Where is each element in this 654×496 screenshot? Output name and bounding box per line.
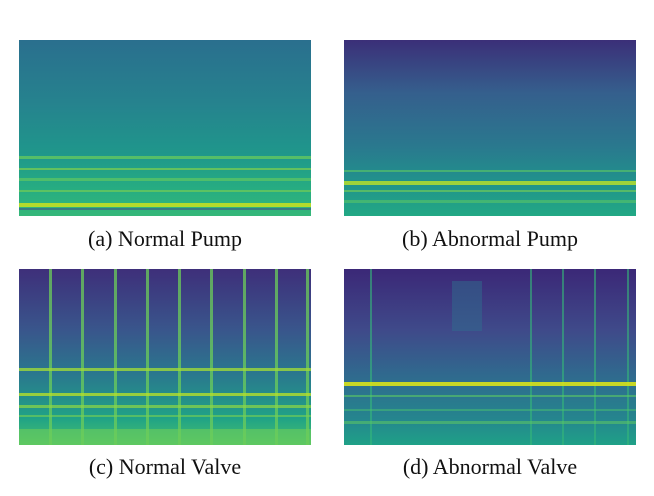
caption-a: (a) Normal Pump <box>88 226 242 251</box>
spectrogram-normal-pump <box>19 40 311 216</box>
caption-d: (d) Abnormal Valve <box>402 454 578 479</box>
spectrogram-abnormal-pump <box>344 40 636 216</box>
caption-b: (b) Abnormal Pump <box>402 226 578 251</box>
spectrogram-abnormal-valve <box>344 269 636 445</box>
caption-c: (c) Normal Valve <box>88 454 242 479</box>
spectrogram-normal-valve <box>19 269 311 445</box>
